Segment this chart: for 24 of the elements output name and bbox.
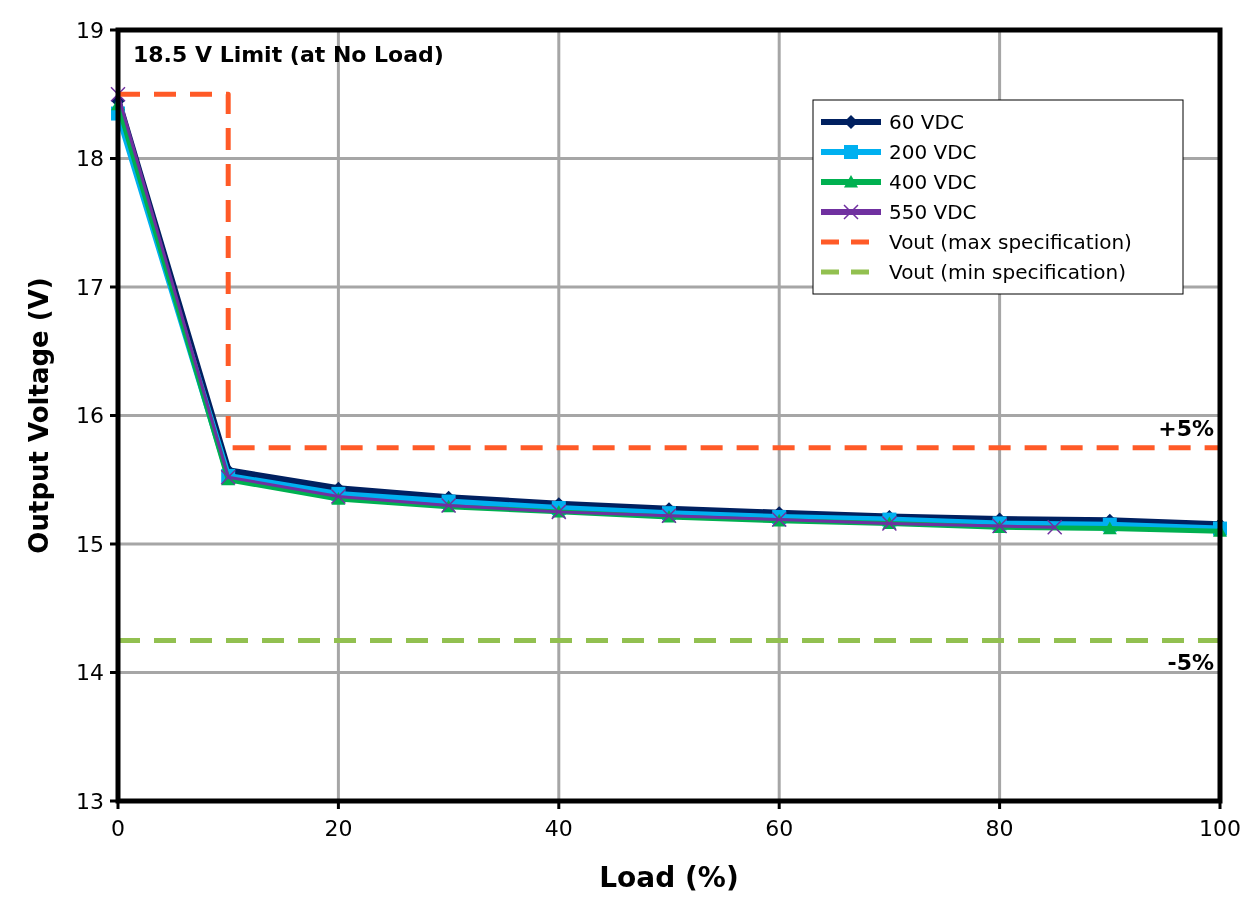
legend-label: 60 VDC — [889, 110, 964, 134]
annotation: -5% — [1167, 650, 1214, 676]
y-tick-label: 13 — [76, 788, 104, 814]
y-tick-label: 16 — [76, 403, 104, 429]
y-tick-label: 19 — [76, 17, 104, 43]
y-tick-label: 17 — [76, 274, 104, 300]
y-axis-title: Output Voltage (V) — [24, 277, 54, 554]
x-tick-label: 80 — [985, 816, 1014, 841]
annotation: +5% — [1158, 415, 1214, 441]
x-tick-label: 100 — [1199, 816, 1241, 841]
y-tick-label: 15 — [76, 531, 104, 557]
legend-label: 550 VDC — [889, 200, 977, 224]
x-axis-title: Load (%) — [599, 861, 739, 894]
legend-label: 400 VDC — [889, 170, 977, 194]
x-tick-label: 0 — [111, 816, 125, 841]
x-tick-label: 40 — [544, 816, 573, 841]
legend-label: Vout (max specification) — [889, 230, 1132, 254]
x-tick-label: 60 — [765, 816, 794, 841]
legend-label: 200 VDC — [889, 140, 977, 164]
y-tick-label: 18 — [76, 146, 104, 172]
legend-label: Vout (min specification) — [889, 260, 1127, 284]
y-tick-label: 14 — [76, 660, 104, 686]
x-tick-label: 20 — [324, 816, 353, 841]
annotation: 18.5 V Limit (at No Load) — [133, 42, 444, 67]
